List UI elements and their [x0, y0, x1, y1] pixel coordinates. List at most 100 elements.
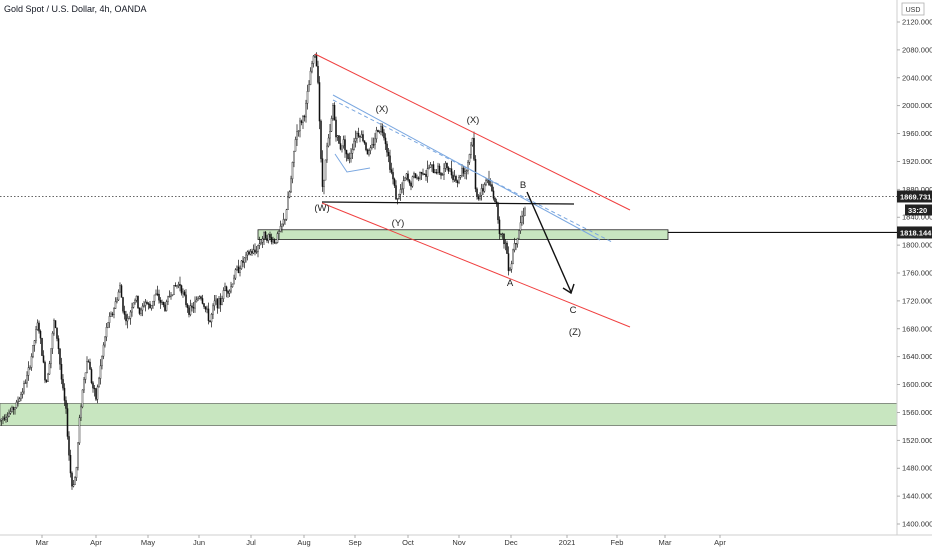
candle-body [276, 233, 279, 243]
candle-body [41, 337, 43, 356]
candle-body [405, 173, 408, 179]
candle-body [440, 172, 442, 176]
candle-body [120, 285, 123, 298]
candle-body [348, 157, 351, 160]
candle-body [44, 362, 46, 381]
candle-body [165, 301, 168, 311]
candle-body [36, 322, 39, 330]
candle-body [314, 54, 316, 57]
candle-body [359, 136, 361, 138]
candle-body [254, 249, 256, 253]
candle-body [38, 322, 40, 332]
candle-body [158, 293, 160, 301]
currency-box[interactable] [901, 2, 925, 16]
candle-body [480, 188, 483, 196]
candle-body [203, 303, 205, 307]
candle-body [114, 301, 117, 309]
candle-body [188, 307, 190, 315]
candle-body [167, 296, 169, 302]
candle-body [425, 173, 427, 177]
y-tick-label: 2040.000 [902, 73, 932, 82]
candle-body [56, 327, 58, 339]
candle-body [113, 308, 115, 315]
candle-body [18, 398, 21, 402]
y-tick-label: 1640.000 [902, 352, 932, 361]
candle-body [149, 303, 151, 309]
candle-body [453, 175, 456, 181]
candle-body [164, 304, 166, 311]
y-tick-label: 1840.000 [902, 213, 932, 222]
candle-body [287, 197, 289, 210]
candle-body [306, 91, 309, 104]
candle-body [122, 297, 124, 312]
candle-body [344, 139, 346, 151]
candle-body [362, 134, 364, 141]
candle-body [54, 320, 57, 329]
candle-body [390, 169, 393, 173]
candle-body [110, 313, 112, 317]
candle-body [191, 305, 193, 308]
candle-body [213, 300, 216, 307]
candle-body [180, 285, 183, 294]
candle-body [407, 173, 409, 181]
candle-body [90, 369, 93, 384]
candle-body [486, 179, 489, 181]
candle-body [489, 184, 492, 186]
candle-body [524, 208, 526, 216]
candle-body [275, 242, 277, 244]
candle-body [89, 361, 91, 370]
x-tick-label: 2021 [559, 538, 576, 547]
wave-label: (X) [467, 115, 480, 126]
current-price-tag [897, 190, 932, 203]
candle-body [239, 268, 241, 273]
candle-body [162, 301, 165, 306]
candle-body [459, 175, 462, 178]
grid-layer [0, 0, 932, 536]
candle-body [186, 304, 189, 309]
candle-body [482, 188, 484, 192]
candle-body [92, 382, 94, 389]
candle-body [119, 285, 121, 293]
candle-body [302, 115, 304, 123]
candle-body [176, 285, 178, 287]
candle-body [471, 137, 474, 146]
candle-body [458, 177, 460, 184]
candle-body [521, 216, 523, 223]
y-tick-label: 1920.000 [902, 157, 932, 166]
candle-body [221, 298, 223, 305]
candle-body [351, 149, 354, 154]
candle-body [504, 242, 507, 245]
candle-body [515, 243, 517, 245]
candle-body [519, 222, 522, 231]
candle-body [225, 286, 228, 292]
candle-body [168, 296, 171, 298]
candle-body [231, 283, 234, 288]
candle-body [356, 133, 358, 139]
candle-body [372, 144, 375, 146]
drawings-layer: (W) (X) (Y) (X) A B C (Z) [0, 53, 897, 338]
level-price-value: 1818.144 [900, 228, 932, 237]
candle-body [357, 133, 360, 137]
candle-body [125, 314, 127, 322]
candle-body [107, 322, 109, 328]
candle-body [66, 408, 69, 437]
candle-body [522, 215, 525, 217]
candle-body [236, 266, 238, 270]
wave-label: (Z) [569, 327, 581, 338]
candle-body [338, 135, 340, 144]
candle-body [456, 180, 459, 184]
candle-body [431, 164, 433, 166]
candle-body [516, 238, 519, 245]
candle-body [146, 301, 148, 304]
candle-body [281, 223, 283, 227]
candle-body [197, 298, 199, 301]
candle-body [264, 231, 267, 239]
candle-body [80, 406, 82, 418]
candle-body [204, 306, 207, 310]
candle-body [108, 316, 111, 323]
candle-body [63, 387, 66, 401]
candle-body [464, 171, 466, 174]
candle-body [242, 260, 244, 263]
candle-body [435, 172, 438, 174]
